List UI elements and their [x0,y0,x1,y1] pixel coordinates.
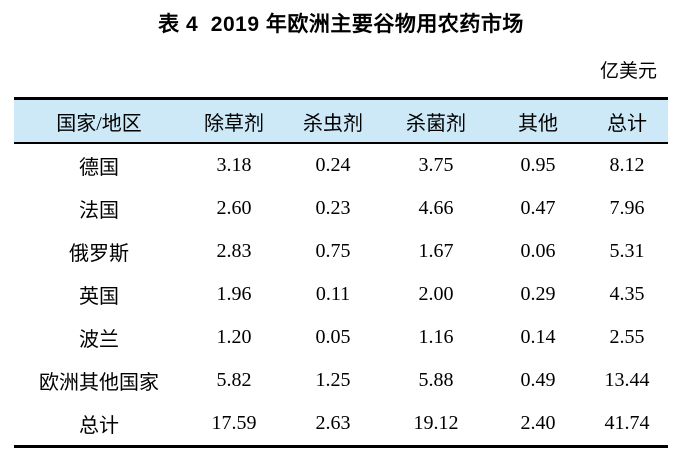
table-cell: 5.88 [418,369,454,391]
table-cell: 0.75 [315,240,351,262]
table-cell: 5.82 [216,369,252,391]
row-label: 欧洲其他国家 [39,372,159,394]
table-cell: 0.06 [520,240,556,262]
table-cell: 19.12 [413,412,459,434]
table-cell: 1.67 [418,240,454,262]
header-total: 总计 [607,112,647,135]
row-label: 法国 [79,200,119,222]
table-cell: 1.16 [418,326,454,348]
table-title: 表 4 2019 年欧洲主要谷物用农药市场 [158,13,524,36]
table-cell: 0.49 [520,369,556,391]
table-row-poland: 波兰 1.20 0.05 1.16 0.14 2.55 [14,316,668,359]
table-cell: 7.96 [609,197,645,219]
row-label: 德国 [79,157,119,179]
table-cell: 3.75 [418,154,454,176]
header-insecticide: 杀虫剂 [303,112,363,135]
table-cell: 0.24 [315,154,351,176]
table-cell: 17.59 [211,412,257,434]
table-cell: 2.40 [520,412,556,434]
table-cell: 0.29 [520,283,556,305]
row-label: 总计 [79,415,119,437]
table-cell: 0.95 [520,154,556,176]
table-cell: 2.60 [216,197,252,219]
table-cell: 0.23 [315,197,351,219]
table-cell: 1.96 [216,283,252,305]
table-row-russia: 俄罗斯 2.83 0.75 1.67 0.06 5.31 [14,230,668,273]
table-row-france: 法国 2.60 0.23 4.66 0.47 7.96 [14,187,668,230]
table-cell: 8.12 [609,154,645,176]
table-cell: 41.74 [604,412,650,434]
table-cell: 4.66 [418,197,454,219]
row-label: 俄罗斯 [69,243,129,265]
table-row-uk: 英国 1.96 0.11 2.00 0.29 4.35 [14,273,668,316]
table-cell: 0.11 [315,283,351,305]
row-label: 波兰 [79,329,119,351]
header-other: 其他 [518,112,558,135]
row-label: 英国 [79,286,119,308]
table-cell: 13.44 [604,369,650,391]
table-cell: 4.35 [609,283,645,305]
header-row: 国家/地区 除草剂 杀虫剂 杀菌剂 其他 总计 [14,98,668,143]
table-cell: 1.25 [315,369,351,391]
header-country: 国家/地区 [56,112,142,135]
table-cell: 1.20 [216,326,252,348]
table-row-other-europe: 欧洲其他国家 5.82 1.25 5.88 0.49 13.44 [14,359,668,402]
table-cell: 2.83 [216,240,252,262]
unit-label: 亿美元 [599,61,657,82]
table-cell: 0.47 [520,197,556,219]
table-cell: 2.63 [315,412,351,434]
table-cell: 0.05 [315,326,351,348]
table-cell: 2.55 [609,326,645,348]
pesticide-market-table: 国家/地区 除草剂 杀虫剂 杀菌剂 其他 总计 德国 3.18 0.24 3.7… [14,97,668,448]
header-fungicide: 杀菌剂 [406,112,466,135]
table-cell: 3.18 [216,154,252,176]
table-cell: 5.31 [609,240,645,262]
header-herbicide: 除草剂 [204,112,264,135]
table-cell: 2.00 [418,283,454,305]
table-row-total: 总计 17.59 2.63 19.12 2.40 41.74 [14,402,668,447]
table-row-germany: 德国 3.18 0.24 3.75 0.95 8.12 [14,143,668,187]
table-cell: 0.14 [520,326,556,348]
